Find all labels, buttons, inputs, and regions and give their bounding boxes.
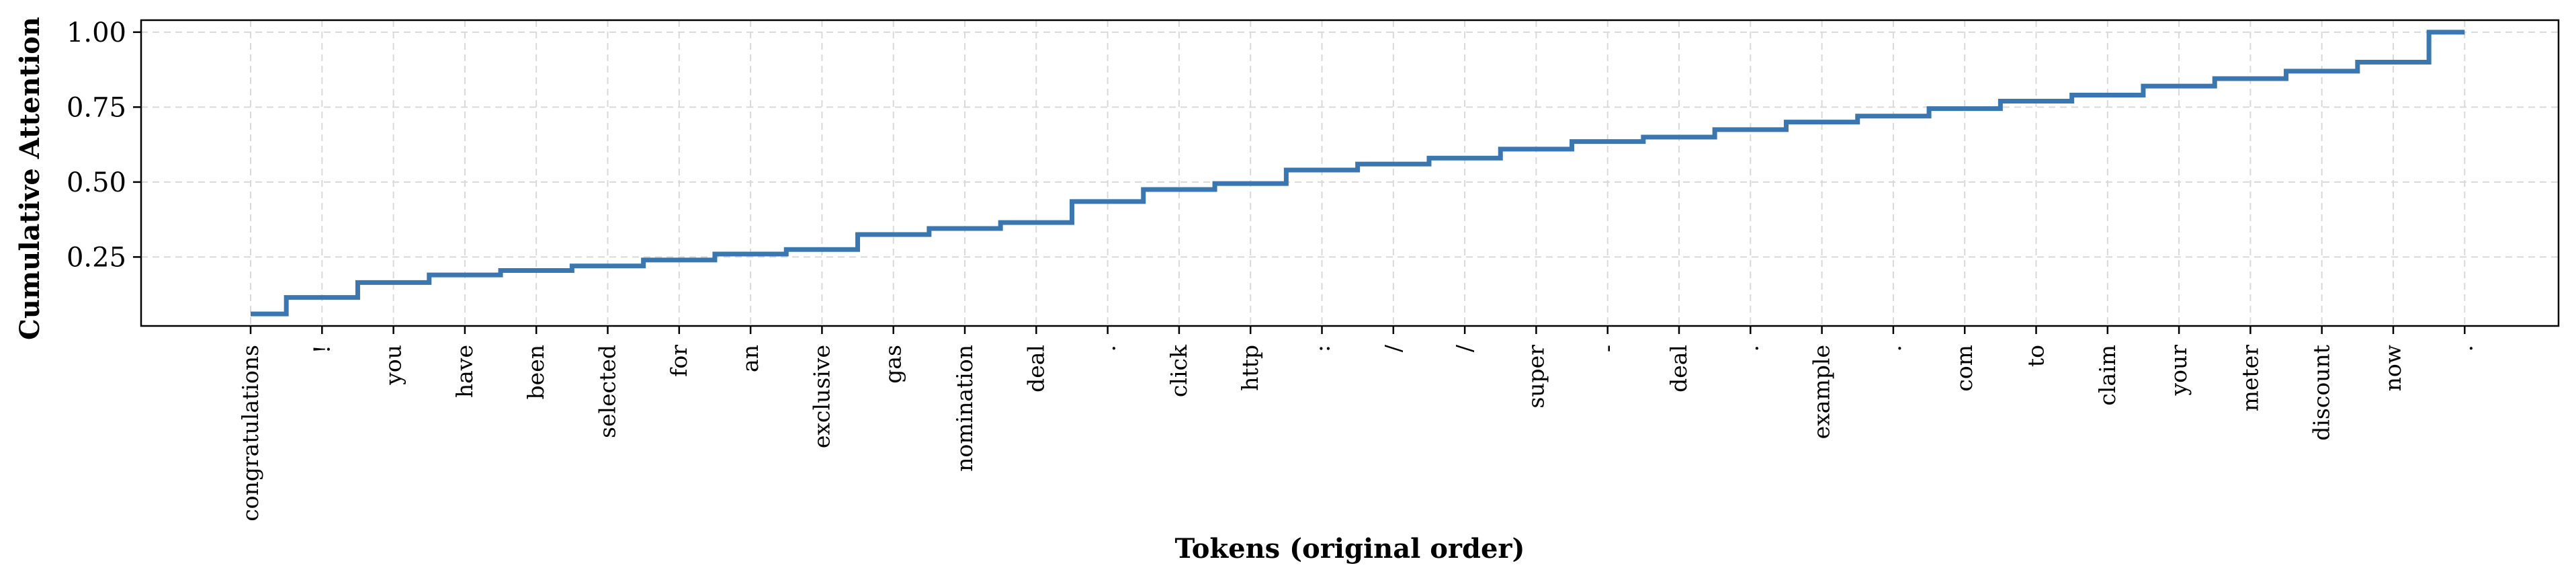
x-tick-label: click [1166, 344, 1192, 397]
x-tick-label: exclusive [808, 345, 834, 448]
cumulative-attention-step-line [251, 30, 2465, 317]
x-tick-label: . [1880, 345, 1906, 352]
x-tick-label: : [1309, 345, 1335, 352]
y-tick-label: 0.25 [67, 242, 126, 273]
x-tick-label: - [1594, 345, 1621, 352]
x-tick-label: com [1951, 345, 1977, 392]
y-axis-title: Cumulative Attention [14, 17, 46, 340]
y-tick-label: 1.00 [67, 17, 126, 48]
x-tick-label: selected [595, 345, 621, 438]
x-tick-label: meter [2237, 345, 2263, 412]
x-tick-label: . [2451, 345, 2477, 352]
x-axis-title: Tokens (original order) [1175, 533, 1525, 565]
plot-area-frame [140, 19, 2560, 327]
x-tick-label: deal [1666, 345, 1692, 392]
x-tick-label: / [1451, 344, 1477, 352]
x-tick-label: for [666, 345, 692, 377]
x-tick-label: example [1809, 345, 1835, 439]
x-tick-label: super [1522, 345, 1549, 409]
x-tick-label: gas [880, 345, 906, 384]
x-tick-label: nomination [951, 345, 978, 472]
x-tick-label: ! [308, 345, 335, 354]
x-tick-label: now [2380, 345, 2406, 391]
x-tick-label: discount [2309, 345, 2335, 441]
x-tick-label: http [1237, 345, 1263, 391]
x-tick-label: your [2165, 345, 2192, 397]
x-tick-label: claim [2094, 345, 2120, 406]
y-tick-label: 0.50 [67, 167, 126, 198]
x-tick-label: an [737, 345, 763, 372]
x-tick-label: . [1737, 345, 1763, 352]
x-tick-label: been [523, 345, 549, 399]
x-tick-label: deal [1023, 345, 1049, 392]
grid [141, 20, 2559, 326]
y-axis: 0.25 0.50 0.75 1.00 [67, 17, 141, 273]
x-tick-label: to [2023, 345, 2049, 367]
y-tick-label: 0.75 [67, 92, 126, 123]
x-tick-label: you [380, 345, 406, 386]
x-tick-label: have [452, 345, 478, 398]
x-tick-label: / [1380, 344, 1406, 352]
x-tick-label: . [1094, 345, 1121, 352]
x-axis: congratulations! you have been selected for an… [237, 326, 2477, 522]
x-tick-label: congratulations [237, 345, 263, 522]
